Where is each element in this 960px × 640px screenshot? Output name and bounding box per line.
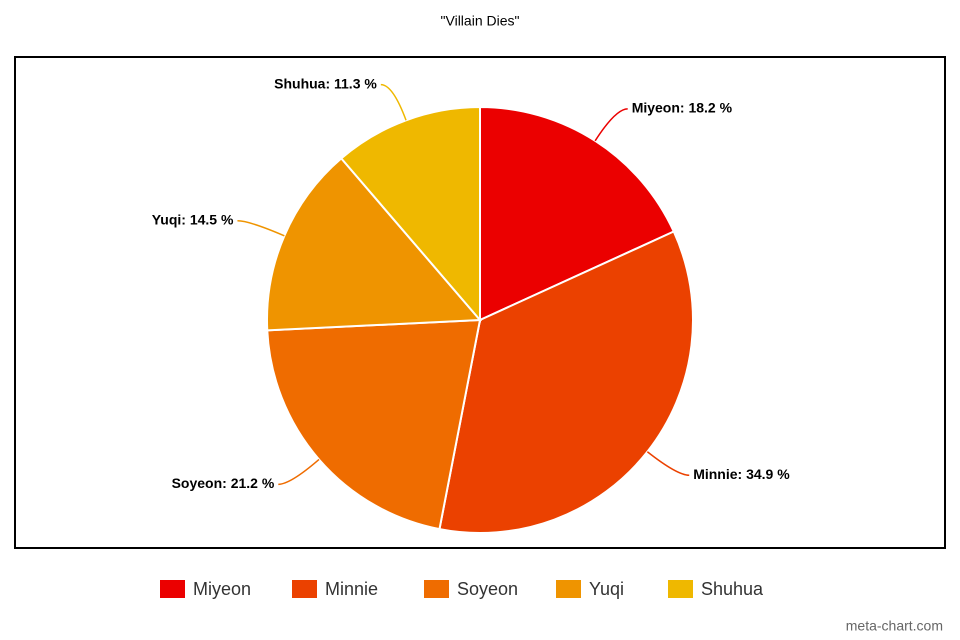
leader-line xyxy=(594,108,628,142)
pie-slice xyxy=(479,105,676,322)
leader-line xyxy=(380,83,407,121)
legend-swatch xyxy=(668,580,693,598)
legend-swatch xyxy=(556,580,581,598)
data-label: Miyeon: 18.2 % xyxy=(632,100,733,116)
data-label: Soyeon: 21.2 % xyxy=(172,475,275,491)
legend-label: Soyeon xyxy=(457,579,518,599)
legend-label: Shuhua xyxy=(701,579,764,599)
chart-title: "Villain Dies" xyxy=(441,13,520,29)
legend-swatch xyxy=(160,580,185,598)
leader-line xyxy=(646,451,690,477)
leader-line xyxy=(237,220,285,237)
legend-label: Miyeon xyxy=(193,579,251,599)
data-label: Yuqi: 14.5 % xyxy=(152,211,234,227)
legend-label: Minnie xyxy=(325,579,378,599)
data-label: Shuhua: 11.3 % xyxy=(274,75,377,91)
legend-label: Yuqi xyxy=(589,579,624,599)
data-label: Minnie: 34.9 % xyxy=(693,466,790,482)
legend-swatch xyxy=(424,580,449,598)
watermark: meta-chart.com xyxy=(846,618,943,634)
legend-swatch xyxy=(292,580,317,598)
pie-slice xyxy=(438,230,694,534)
leader-line xyxy=(278,458,320,486)
pie-slice xyxy=(339,105,481,323)
